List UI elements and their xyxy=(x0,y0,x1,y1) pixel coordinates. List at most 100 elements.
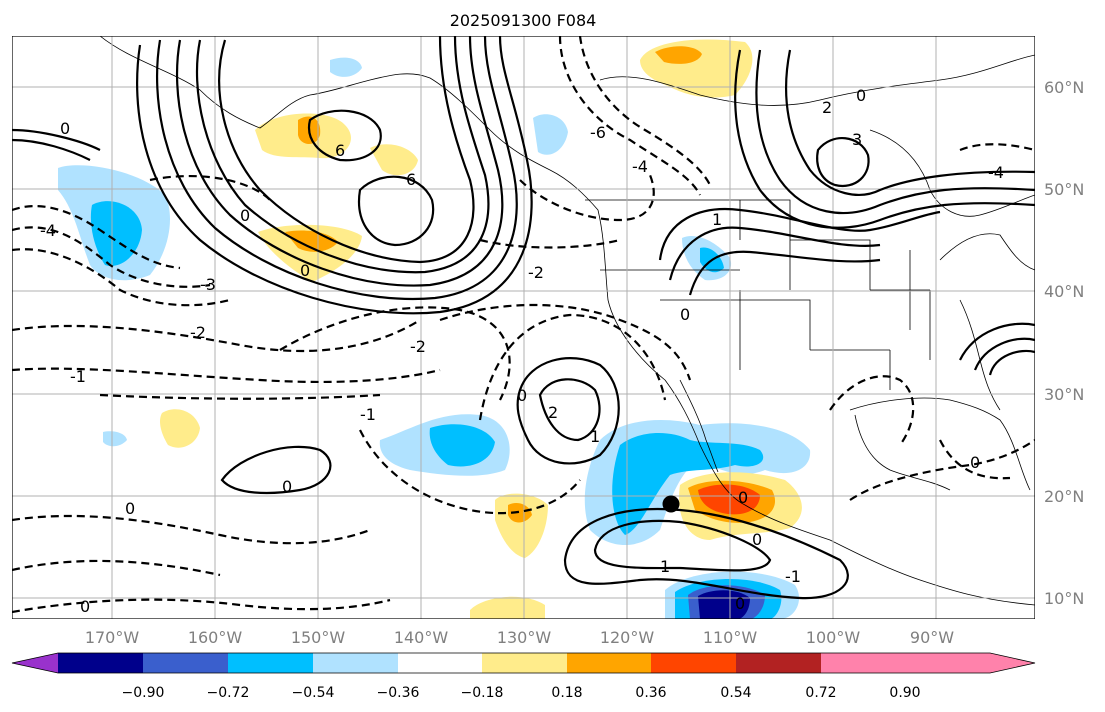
colorbar-segment xyxy=(651,653,736,673)
contour-positive xyxy=(218,36,475,264)
contour-negative xyxy=(478,313,667,421)
contour-label: 2 xyxy=(548,403,558,422)
contour-label: 0 xyxy=(752,530,762,549)
lat-label: 20°N xyxy=(1044,487,1084,506)
contour-positive xyxy=(668,226,881,281)
contour-positive xyxy=(816,136,870,188)
contour-label: 0 xyxy=(125,499,135,518)
contour-label-group: 0 -4 -3 -2 -1 -2 -1 6 6 -6 -4 -2 0 0 0 0… xyxy=(40,86,1004,616)
contour-positive xyxy=(688,250,881,296)
contour-negative xyxy=(12,367,441,384)
lon-label: 170°W xyxy=(85,628,140,647)
colorbar-tick-label: 0.54 xyxy=(720,685,751,701)
shade-negative xyxy=(612,433,764,535)
contour-negative xyxy=(578,36,711,186)
contour-label: 0 xyxy=(60,119,70,138)
contour-label: 0 xyxy=(282,477,292,496)
contour-negative xyxy=(99,393,381,400)
contour-label: 0 xyxy=(680,305,690,324)
colorbar-tick-label: −0.36 xyxy=(377,685,420,701)
contour-label: 1 xyxy=(712,210,722,229)
contour-label: 6 xyxy=(335,141,345,160)
colorbar-segment xyxy=(821,653,905,673)
shade-negative xyxy=(90,201,142,266)
contour-positive xyxy=(357,175,435,247)
contour-positive xyxy=(307,109,382,162)
colorbar-tick-label: −0.54 xyxy=(292,685,335,701)
contour-positive xyxy=(220,445,332,495)
contour-negative xyxy=(959,143,1035,152)
shade-negative xyxy=(698,590,750,619)
contour-label: 0 xyxy=(738,488,748,507)
contour-negative xyxy=(12,514,371,545)
colorbar-tick-label: 0.36 xyxy=(635,685,666,701)
contour-label: -2 xyxy=(190,323,206,342)
colorbar-segment xyxy=(567,653,651,673)
lon-label: 130°W xyxy=(497,628,552,647)
lon-label: 120°W xyxy=(600,628,655,647)
contour-label: -4 xyxy=(632,157,648,176)
colorbar-segment xyxy=(482,653,567,673)
contour-positive xyxy=(563,508,849,600)
colorbar-tick-label: −0.72 xyxy=(207,685,250,701)
contour-label: 1 xyxy=(660,557,670,576)
contour-label: 0 xyxy=(80,597,90,616)
contour-label: 0 xyxy=(300,261,310,280)
lat-label: 40°N xyxy=(1044,282,1084,301)
contour-negative xyxy=(829,375,915,446)
map-area: 0 -4 -3 -2 -1 -2 -1 6 6 -6 -4 -2 0 0 0 0… xyxy=(12,36,1035,619)
lon-label: 150°W xyxy=(291,628,346,647)
contour-label: 1 xyxy=(590,427,600,446)
colorbar-tick-label: −0.18 xyxy=(461,685,504,701)
contour-positive xyxy=(195,36,490,274)
contour-positive xyxy=(658,208,941,261)
lat-label: 50°N xyxy=(1044,180,1084,199)
contour-positive xyxy=(988,349,1035,376)
contour-positive xyxy=(175,36,504,287)
lat-label: 60°N xyxy=(1044,78,1084,97)
coastlines xyxy=(99,36,1035,606)
lat-label: 10°N xyxy=(1044,589,1084,608)
contour-positive xyxy=(593,519,772,572)
contour-label: 0 xyxy=(856,86,866,105)
contour-negative xyxy=(12,226,211,288)
contour-label: -3 xyxy=(200,275,216,294)
contour-positive xyxy=(755,49,1035,215)
shade-negative xyxy=(533,114,568,155)
contour-positive xyxy=(155,36,518,301)
contour-negative xyxy=(12,559,221,577)
contours xyxy=(12,36,1035,614)
contour-negative xyxy=(939,439,1011,480)
contour-negative xyxy=(359,429,581,515)
lon-label: 110°W xyxy=(703,628,758,647)
contour-negative xyxy=(479,238,621,249)
lon-label: 100°W xyxy=(806,628,861,647)
contour-negative xyxy=(12,205,181,270)
contour-negative xyxy=(519,174,655,222)
contour-label: -4 xyxy=(40,221,56,240)
contour-positive xyxy=(12,128,101,151)
contour-label: -6 xyxy=(590,123,606,142)
lon-label: 160°W xyxy=(188,628,243,647)
colorbar-segment xyxy=(398,653,482,673)
contour-label: 0 xyxy=(970,453,980,472)
contour-label: 2 xyxy=(822,98,832,117)
shade-positive xyxy=(698,484,760,515)
contour-label: -4 xyxy=(988,163,1004,182)
latitude-labels: 60°N 50°N 40°N 30°N 20°N 10°N xyxy=(1044,78,1084,608)
contour-label: -2 xyxy=(528,263,544,282)
lon-label: 140°W xyxy=(394,628,449,647)
colorbar-extend-high xyxy=(905,653,1035,673)
shade-positive xyxy=(655,46,702,64)
shade-positive xyxy=(160,409,200,448)
colorbar-segment xyxy=(313,653,398,673)
colorbar-segment xyxy=(736,653,821,673)
colorbar-segment xyxy=(58,653,143,673)
colorbar-tick-label: 0.18 xyxy=(551,685,582,701)
shade-negative xyxy=(429,424,495,467)
shade-negative xyxy=(330,57,362,77)
contour-positive xyxy=(12,138,91,161)
contour-positive xyxy=(959,322,1035,361)
shade-negative xyxy=(103,431,127,447)
